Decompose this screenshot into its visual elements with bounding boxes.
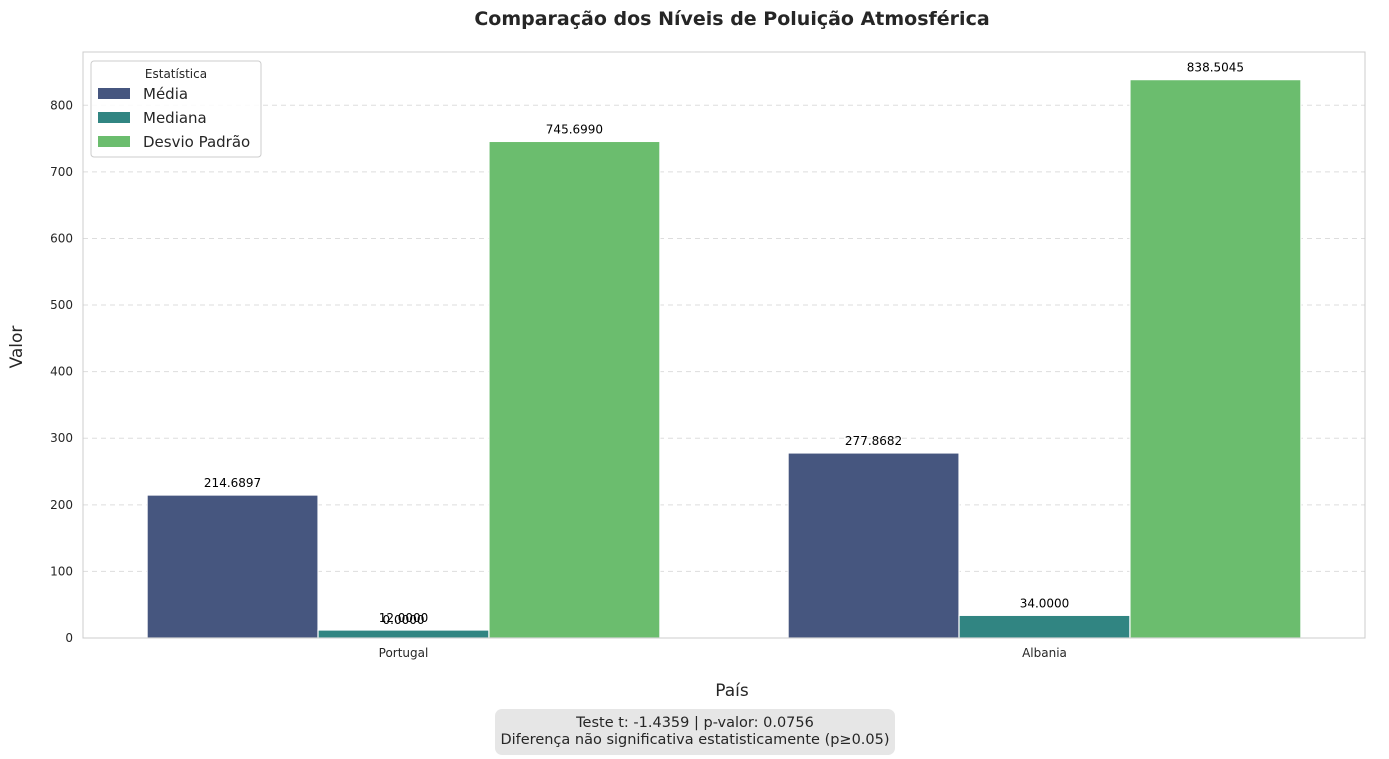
data-labels: 214.6897 12.0000 745.6990 277.8682 34.0000 83…	[204, 61, 1244, 627]
legend-swatch-desvio-padr-o	[98, 136, 130, 147]
x-axis-label: País	[715, 681, 749, 701]
y-tick-500: 500	[50, 298, 73, 312]
y-tick-100: 100	[50, 564, 73, 578]
y-tick-0: 0	[65, 631, 73, 645]
bar-albania-desvio-padr-o	[1129, 79, 1302, 639]
bar-label-portugal-m-dia: 214.6897	[204, 476, 261, 490]
y-tick-300: 300	[50, 431, 73, 445]
bar-portugal-mediana	[317, 629, 490, 639]
significance-line: Diferença não significativa estatisticam…	[500, 732, 890, 748]
plot-frame	[82, 51, 1366, 639]
bar-chart: Comparação dos Níveis de Poluição Atmosf…	[7, 8, 1366, 701]
bars	[146, 79, 1302, 639]
chart-title: Comparação dos Níveis de Poluição Atmosf…	[474, 8, 989, 30]
bar-label-portugal-desvio-padr-o: 745.6990	[546, 122, 603, 136]
t-test-line: Teste t: -1.4359 | p-valor: 0.0756	[576, 715, 814, 731]
y-tick-700: 700	[50, 165, 73, 179]
bar-portugal-m-dia	[146, 494, 319, 639]
x-tick-portugal: Portugal	[379, 646, 429, 660]
legend-label-desvio-padr-o: Desvio Padrão	[143, 133, 250, 151]
bar-label-albania-m-dia: 277.8682	[845, 434, 902, 448]
y-axis-label: Valor	[7, 326, 27, 369]
grid-lines	[83, 104, 1365, 572]
legend-swatch-mediana	[98, 112, 130, 123]
legend-label-mediana: Mediana	[143, 109, 207, 127]
bar-portugal-desvio-padr-o	[488, 140, 661, 639]
legend-frame	[90, 60, 262, 158]
legend-title: Estatística	[145, 67, 207, 81]
legend-label-m-dia: Média	[143, 85, 188, 103]
legend-swatch-m-dia	[98, 88, 130, 99]
x-tick-labels: Portugal Albania	[379, 646, 1067, 660]
t-test-result-box: Teste t: -1.4359 | p-valor: 0.0756 Difer…	[495, 709, 895, 755]
bar-label-portugal-mediana: 12.0000	[379, 611, 429, 625]
y-tick-600: 600	[50, 231, 73, 245]
legend: Estatística Média Mediana Desvio Padrão	[90, 60, 262, 158]
extra-label-0: 0.0000	[383, 613, 425, 627]
bar-label-albania-desvio-padr-o: 838.5045	[1187, 61, 1244, 75]
bar-label-albania-mediana: 34.0000	[1020, 596, 1070, 610]
legend-items: Média Mediana Desvio Padrão	[98, 85, 250, 151]
y-tick-labels: 0 100 200 300 400 500 600 700 800	[50, 98, 73, 645]
y-tick-400: 400	[50, 365, 73, 379]
bar-albania-m-dia	[787, 452, 960, 639]
bar-albania-mediana	[958, 614, 1131, 639]
x-tick-albania: Albania	[1022, 646, 1067, 660]
y-tick-800: 800	[50, 98, 73, 112]
y-tick-200: 200	[50, 498, 73, 512]
